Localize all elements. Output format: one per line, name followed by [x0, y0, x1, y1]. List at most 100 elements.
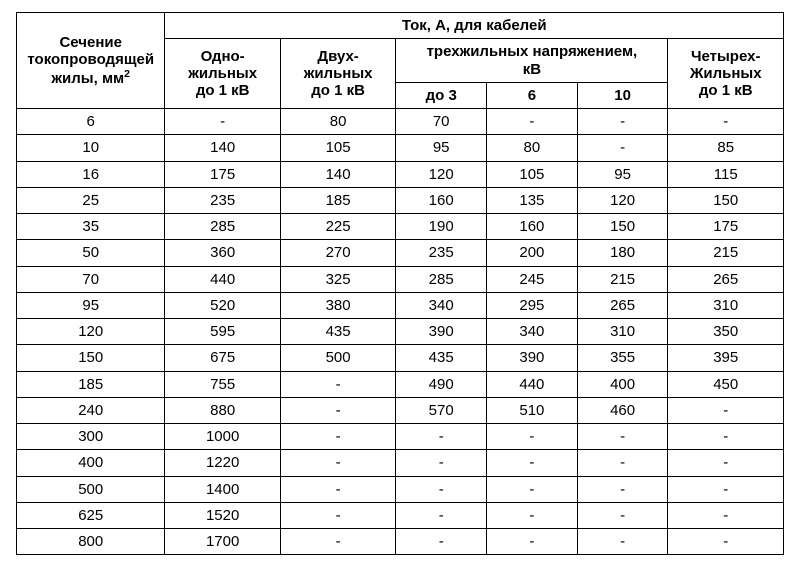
table-cell: 140 [280, 161, 395, 187]
table-cell: - [280, 450, 395, 476]
table-cell: - [577, 424, 668, 450]
table-cell: 310 [577, 319, 668, 345]
table-cell: - [487, 450, 578, 476]
header-cross-section: Сечение токопроводящей жилы, мм2 [17, 13, 165, 109]
table-cell: 460 [577, 397, 668, 423]
header-three-core-6kv: 6 [487, 82, 578, 108]
table-cell: 70 [396, 109, 487, 135]
table-cell: 185 [280, 187, 395, 213]
table-cell: - [280, 529, 395, 555]
table-cell: - [280, 397, 395, 423]
table-cell: 355 [577, 345, 668, 371]
header-text: Одно- [201, 48, 245, 65]
table-row: 50360270235200180215 [17, 240, 784, 266]
table-cell: - [668, 502, 784, 528]
table-cell: 500 [280, 345, 395, 371]
table-row: 4001220----- [17, 450, 784, 476]
table-cell: 595 [165, 319, 280, 345]
table-cell: 400 [17, 450, 165, 476]
table-cell: 95 [396, 135, 487, 161]
table-cell: 265 [577, 292, 668, 318]
table-cell: 200 [487, 240, 578, 266]
table-cell: 570 [396, 397, 487, 423]
table-cell: - [668, 450, 784, 476]
table-cell: 490 [396, 371, 487, 397]
table-cell: 340 [487, 319, 578, 345]
table-cell: 245 [487, 266, 578, 292]
header-text: до 1 кВ [311, 82, 365, 99]
table-cell: - [668, 424, 784, 450]
table-cell: 390 [396, 319, 487, 345]
table-cell: 180 [577, 240, 668, 266]
header-text: до 1 кВ [196, 82, 250, 99]
header-text: токопроводящей [27, 51, 154, 68]
table-cell: 50 [17, 240, 165, 266]
table-cell: 25 [17, 187, 165, 213]
table-cell: 105 [487, 161, 578, 187]
table-cell: 285 [165, 214, 280, 240]
table-cell: - [577, 450, 668, 476]
table-row: 95520380340295265310 [17, 292, 784, 318]
header-three-core-10kv: 10 [577, 82, 668, 108]
table-cell: - [396, 529, 487, 555]
table-row: 6251520----- [17, 502, 784, 528]
table-cell: 225 [280, 214, 395, 240]
table-cell: - [396, 476, 487, 502]
table-cell: 190 [396, 214, 487, 240]
table-cell: 120 [396, 161, 487, 187]
table-cell: 1700 [165, 529, 280, 555]
table-cell: 240 [17, 397, 165, 423]
table-cell: - [577, 502, 668, 528]
table-cell: 80 [280, 109, 395, 135]
table-cell: - [668, 109, 784, 135]
table-row: 25235185160135120150 [17, 187, 784, 213]
header-text: до 1 кВ [699, 82, 753, 99]
table-cell: 435 [396, 345, 487, 371]
table-cell: - [577, 529, 668, 555]
table-cell: 440 [487, 371, 578, 397]
table-cell: 510 [487, 397, 578, 423]
table-row: 35285225190160150175 [17, 214, 784, 240]
table-cell: 160 [487, 214, 578, 240]
table-cell: 215 [668, 240, 784, 266]
table-row: 185755-490440400450 [17, 371, 784, 397]
table-cell: 395 [668, 345, 784, 371]
header-text: Четырех- [691, 48, 761, 65]
table-cell: 285 [396, 266, 487, 292]
table-row: 150675500435390355395 [17, 345, 784, 371]
table-cell: 175 [165, 161, 280, 187]
cable-current-table: Сечение токопроводящей жилы, мм2 Ток, А,… [16, 12, 784, 555]
table-cell: 520 [165, 292, 280, 318]
table-cell: - [487, 109, 578, 135]
header-text: Двух- [317, 48, 358, 65]
table-cell: 675 [165, 345, 280, 371]
table-cell: 35 [17, 214, 165, 240]
table-cell: 800 [17, 529, 165, 555]
table-cell: - [577, 476, 668, 502]
table-row: 70440325285245215265 [17, 266, 784, 292]
table-row: 120595435390340310350 [17, 319, 784, 345]
header-text: жильных [188, 65, 257, 82]
table-cell: 235 [396, 240, 487, 266]
table-cell: 625 [17, 502, 165, 528]
table-cell: 310 [668, 292, 784, 318]
table-body: 6-8070---101401059580-851617514012010595… [17, 109, 784, 555]
table-cell: - [487, 424, 578, 450]
table-cell: 115 [668, 161, 784, 187]
table-cell: 380 [280, 292, 395, 318]
table-cell: 390 [487, 345, 578, 371]
table-cell: 95 [17, 292, 165, 318]
table-row: 6-8070--- [17, 109, 784, 135]
table-cell: - [487, 476, 578, 502]
table-cell: 440 [165, 266, 280, 292]
header-text: жилы, мм [51, 70, 124, 87]
table-row: 240880-570510460- [17, 397, 784, 423]
table-cell: 295 [487, 292, 578, 318]
table-cell: 755 [165, 371, 280, 397]
table-cell: 265 [668, 266, 784, 292]
header-three-core-3kv: до 3 [396, 82, 487, 108]
table-cell: 10 [17, 135, 165, 161]
table-cell: 95 [577, 161, 668, 187]
table-cell: 85 [668, 135, 784, 161]
table-cell: - [668, 476, 784, 502]
